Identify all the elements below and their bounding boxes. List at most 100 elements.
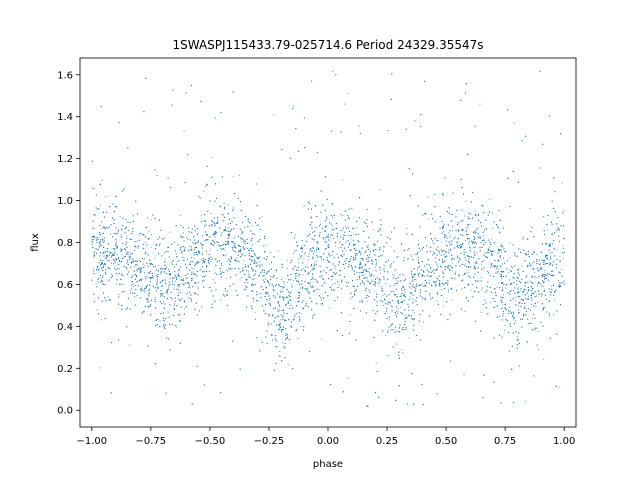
data-point: [276, 346, 278, 348]
data-point: [489, 246, 491, 248]
data-point: [513, 290, 515, 292]
data-point: [559, 255, 561, 257]
data-point: [102, 253, 104, 255]
data-point: [511, 298, 513, 300]
data-point: [308, 252, 310, 255]
data-point: [356, 279, 358, 281]
data-point: [103, 252, 105, 254]
data-point: [120, 283, 122, 285]
data-point: [379, 189, 381, 191]
data-point: [101, 179, 103, 181]
data-point: [497, 283, 500, 285]
data-point: [331, 225, 333, 227]
data-point: [280, 319, 282, 321]
data-point: [529, 280, 531, 282]
data-point: [292, 105, 295, 107]
data-point: [369, 256, 371, 258]
data-point: [303, 258, 305, 260]
data-point: [563, 247, 565, 249]
data-point: [169, 284, 172, 286]
data-point: [397, 308, 399, 310]
data-point: [318, 234, 320, 236]
data-point: [278, 305, 280, 307]
data-point: [310, 271, 312, 273]
data-point: [347, 92, 349, 94]
data-point: [355, 257, 357, 259]
data-point: [236, 257, 238, 259]
data-point: [332, 204, 334, 206]
data-point: [424, 299, 427, 301]
data-point: [345, 282, 348, 284]
data-point: [525, 289, 527, 291]
data-point: [449, 237, 451, 239]
data-point: [334, 289, 336, 291]
data-point: [489, 199, 491, 201]
data-point: [539, 283, 541, 285]
data-point: [490, 301, 492, 303]
data-point: [527, 295, 529, 297]
data-point: [452, 230, 454, 232]
data-point: [557, 226, 559, 228]
data-point: [467, 243, 469, 245]
data-point: [224, 249, 226, 251]
data-point: [132, 286, 134, 288]
data-point: [484, 255, 486, 257]
data-point: [291, 283, 293, 285]
data-point: [253, 278, 255, 280]
data-point: [323, 239, 325, 241]
data-point: [522, 239, 524, 241]
data-point: [501, 277, 503, 279]
data-point: [116, 267, 118, 269]
data-point: [317, 241, 319, 243]
data-point: [491, 238, 493, 240]
data-point: [509, 257, 511, 259]
data-point: [480, 276, 483, 279]
data-point: [498, 268, 500, 270]
data-point: [262, 268, 264, 270]
data-point: [118, 293, 120, 296]
data-point: [348, 234, 350, 237]
data-point: [225, 277, 227, 280]
data-point: [173, 288, 175, 290]
data-point: [181, 279, 184, 281]
data-point: [160, 273, 162, 275]
data-point: [424, 275, 426, 277]
data-point: [370, 279, 373, 281]
data-point: [169, 278, 171, 280]
data-point: [536, 284, 538, 286]
data-point: [189, 249, 191, 251]
data-point: [256, 265, 259, 267]
data-point: [163, 252, 165, 254]
data-point: [302, 267, 304, 270]
data-point: [360, 282, 362, 285]
data-point: [561, 268, 563, 270]
data-point: [177, 292, 179, 294]
data-point: [336, 253, 338, 255]
data-point: [268, 300, 270, 302]
data-point: [99, 204, 102, 206]
data-point: [214, 223, 216, 225]
data-point: [544, 306, 546, 308]
data-points: [91, 70, 565, 407]
data-point: [163, 327, 165, 329]
data-point: [521, 265, 523, 267]
data-point: [180, 214, 182, 217]
data-point: [447, 289, 450, 291]
data-point: [417, 239, 419, 241]
data-point: [417, 274, 419, 276]
data-point: [332, 70, 334, 72]
data-point: [158, 264, 160, 266]
data-point: [332, 217, 334, 219]
data-point: [226, 230, 228, 232]
data-point: [472, 284, 474, 286]
data-point: [401, 349, 403, 351]
data-point: [342, 215, 344, 217]
data-point: [138, 234, 140, 236]
data-point: [467, 215, 469, 218]
data-point: [436, 285, 438, 287]
data-point: [156, 174, 158, 177]
data-point: [193, 268, 195, 270]
data-point: [378, 208, 380, 210]
data-point: [97, 269, 99, 271]
data-point: [298, 254, 300, 256]
